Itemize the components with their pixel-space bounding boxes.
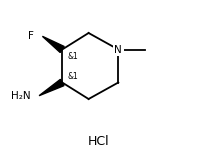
- Text: &1: &1: [68, 52, 79, 61]
- Text: HCl: HCl: [88, 135, 109, 148]
- Polygon shape: [39, 79, 64, 96]
- Text: N: N: [114, 45, 122, 54]
- Text: &1: &1: [68, 72, 79, 81]
- Text: F: F: [28, 31, 34, 41]
- Text: H₂N: H₂N: [11, 91, 31, 101]
- Polygon shape: [42, 36, 64, 52]
